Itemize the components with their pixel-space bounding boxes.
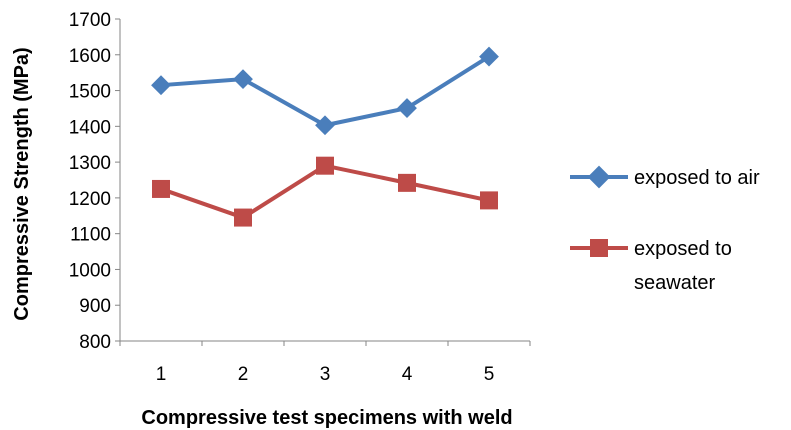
y-tick-label: 1600 [69,46,111,67]
x-axis-ticks: 1 2 3 4 5 [119,341,531,385]
y-tick-label: 1500 [69,82,111,103]
y-tick-label: 1700 [69,10,111,31]
y-axis-ticks: 800 900 1000 1100 1200 1300 1400 1500 1600 1700 [69,10,120,353]
data-point-square [152,179,170,198]
y-tick-label: 1200 [69,189,111,210]
y-tick-label: 800 [79,332,111,353]
chart-legend: exposed to air exposed to seawater [570,165,760,294]
legend-label-air: exposed to air [634,167,760,189]
x-tick-label: 4 [402,364,413,385]
y-tick-label: 1300 [69,153,111,174]
data-point-diamond [315,115,335,136]
data-point-square [398,173,416,192]
series-seawater [152,156,498,227]
series-line [160,54,491,128]
y-axis-title: Compressive Strength (MPa) [11,47,33,320]
legend-diamond-marker-icon [587,165,611,189]
y-tick-label: 1100 [70,225,111,246]
legend-item-seawater: exposed to seawater [570,238,732,294]
data-point-square [480,191,498,210]
legend-label-seawater-line2: seawater [634,272,715,294]
x-tick-label: 2 [238,364,249,385]
x-tick-label: 5 [484,364,495,385]
chart-series [151,46,499,227]
data-point-square [234,208,252,227]
y-tick-label: 1000 [69,260,111,281]
data-point-diamond [151,75,171,96]
legend-square-marker-icon [590,239,608,257]
x-tick-label: 3 [320,364,331,385]
legend-label-seawater-line1: exposed to [634,238,732,260]
data-point-square [316,156,334,175]
series-air [151,46,499,136]
data-point-diamond [479,46,499,67]
chart-axes [119,19,530,342]
data-point-diamond [233,69,253,90]
data-point-diamond [397,98,417,118]
x-axis-title: Compressive test specimens with weld [141,407,512,429]
legend-item-air: exposed to air [570,165,760,189]
x-tick-label: 1 [156,364,167,385]
y-tick-label: 900 [79,296,111,317]
y-tick-label: 1400 [69,117,111,138]
